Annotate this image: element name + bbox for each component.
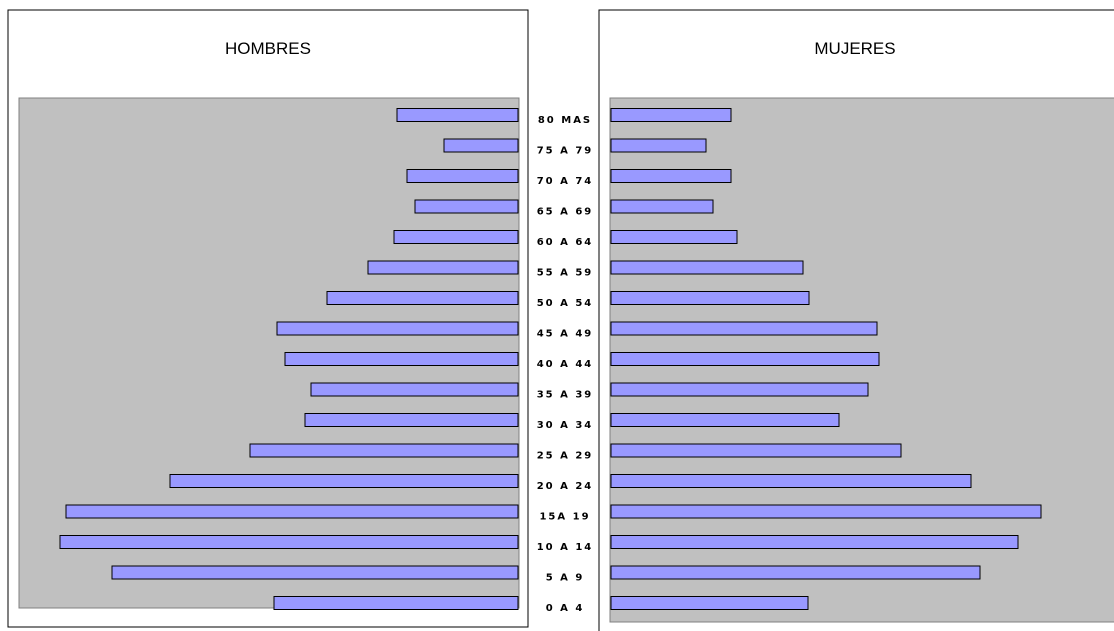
age-group-labels: 80 MAS 75 A 79 70 A 74 65 A 69 60 A 64 55 A 5… [537,115,594,614]
age-group-label: 65 A 69 [537,207,594,218]
women-bar [610,230,738,244]
men-bar [276,321,519,336]
men-bar [284,352,519,366]
men-bar [414,199,519,214]
men-bar [169,474,519,488]
age-group-label: 55 A 59 [537,268,594,279]
men-bar [273,596,519,610]
women-bar [610,138,707,153]
men-bar [111,565,519,580]
men-panel-title: HOMBRES [225,39,311,58]
women-bar [610,504,1042,519]
women-bar [610,413,840,427]
women-bar [610,199,714,214]
women-bar [610,321,878,336]
age-group-label: 50 A 54 [537,298,594,309]
age-group-label: 0 A 4 [546,603,585,614]
women-bar [610,596,809,610]
age-group-label: 10 A 14 [537,542,594,553]
age-group-label: 60 A 64 [537,237,594,248]
women-bar [610,474,972,488]
age-group-label: 40 A 44 [537,359,594,370]
women-bars [610,108,1042,610]
women-panel-title: MUJERES [814,39,895,58]
men-bar [396,108,519,122]
age-group-label: 30 A 34 [537,420,594,431]
men-bar [326,291,519,305]
women-bar [610,260,804,275]
men-bar [406,169,519,183]
women-bar [610,443,902,458]
age-group-label: 70 A 74 [537,176,594,187]
men-bar [443,138,519,153]
age-group-label: 75 A 79 [537,146,594,157]
age-group-label: 80 MAS [538,115,592,126]
women-bar [610,535,1019,549]
men-bar [393,230,519,244]
men-bar [367,260,519,275]
women-bar [610,108,732,122]
men-bars [59,108,519,610]
age-group-label: 35 A 39 [537,390,594,401]
women-bar [610,565,981,580]
men-bar [304,413,519,427]
age-group-label: 45 A 49 [537,329,594,340]
men-bar [59,535,519,549]
women-bar [610,169,732,183]
men-bar [310,382,519,397]
age-group-label: 25 A 29 [537,451,594,462]
women-bar [610,291,810,305]
women-bar [610,352,880,366]
age-group-label: 20 A 24 [537,481,594,492]
women-bar [610,382,869,397]
men-bar [249,443,519,458]
age-group-label: 15A 19 [539,512,590,523]
age-group-label: 5 A 9 [546,573,585,584]
men-bar [65,504,519,519]
